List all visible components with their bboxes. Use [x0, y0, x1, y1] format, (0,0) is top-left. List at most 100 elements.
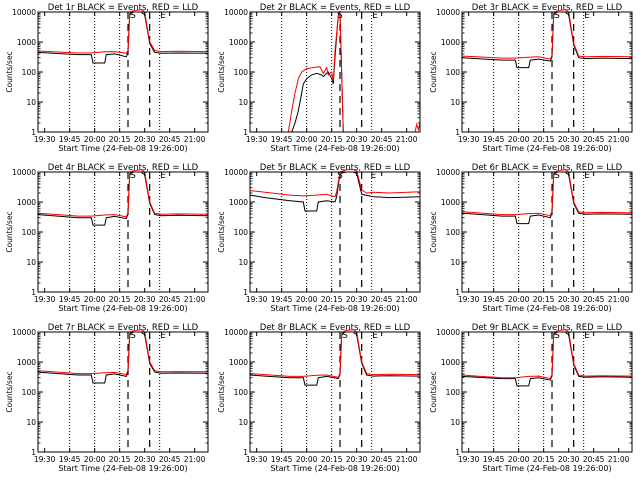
x-axis-label: Start Time (24-Feb-08 19:26:00) [58, 304, 187, 313]
x-tick-label: 20:45 [371, 295, 393, 304]
lld-series-line [462, 169, 632, 217]
plot-frame [461, 171, 633, 293]
y-tick-label: 1000 [229, 358, 248, 367]
lld-series-line [287, 10, 420, 132]
x-tick-label: 20:15 [533, 295, 555, 304]
y-tick-label: 10 [238, 98, 248, 107]
y-tick-label: 1 [455, 288, 460, 297]
x-tick-label: 19:30 [34, 135, 56, 144]
y-tick-label: 1 [31, 128, 36, 137]
x-tick-label: 19:45 [483, 135, 505, 144]
panel-title: Det 8r BLACK = Events, RED = LLD [260, 323, 411, 333]
y-tick-label: 10000 [224, 8, 248, 17]
flare-marker-label: S [130, 11, 136, 21]
y-tick-label: 1 [455, 448, 460, 457]
x-tick-label: 19:45 [59, 135, 81, 144]
flare-marker-label: S [554, 171, 560, 181]
x-tick-label: 20:15 [321, 135, 343, 144]
x-tick-label: 19:30 [246, 455, 268, 464]
x-tick-label: 20:00 [508, 135, 530, 144]
plot-frame [461, 11, 633, 133]
plot-frame [37, 171, 209, 293]
x-tick-label: 20:15 [321, 455, 343, 464]
panel-title: Det 7r BLACK = Events, RED = LLD [48, 323, 199, 333]
y-tick-label: 1000 [17, 358, 36, 367]
x-tick-label: 19:30 [458, 455, 480, 464]
y-axis-label: Counts/sec [217, 51, 226, 92]
events-series-line [38, 11, 208, 64]
y-tick-label: 1 [243, 288, 248, 297]
events-series-line [38, 331, 208, 384]
lld-series-line [250, 329, 420, 378]
x-tick-label: 19:30 [246, 135, 268, 144]
x-tick-label: 20:00 [508, 295, 530, 304]
x-axis-label: Start Time (24-Feb-08 19:26:00) [270, 464, 399, 473]
panel-title: Det 1r BLACK = Events, RED = LLD [48, 3, 199, 13]
plot-frame [249, 11, 421, 133]
y-tick-label: 1000 [17, 38, 36, 47]
y-axis-label: Counts/sec [5, 51, 14, 92]
y-tick-label: 10 [26, 258, 36, 267]
x-tick-label: 19:30 [246, 295, 268, 304]
x-tick-label: 20:30 [558, 135, 580, 144]
x-tick-label: 20:15 [109, 135, 131, 144]
x-tick-label: 19:45 [59, 455, 81, 464]
events-series-line [462, 171, 632, 225]
y-tick-label: 1 [243, 448, 248, 457]
x-tick-label: 21:00 [184, 455, 206, 464]
plot-frame [249, 171, 421, 293]
flare-marker-label: E [584, 171, 590, 181]
x-tick-label: 21:00 [608, 135, 630, 144]
x-tick-label: 19:45 [483, 455, 505, 464]
x-tick-label: 19:45 [59, 295, 81, 304]
plot-frame [37, 331, 209, 453]
plot-frame [461, 331, 633, 453]
events-series-line [291, 10, 344, 132]
y-tick-label: 100 [446, 228, 461, 237]
x-tick-label: 20:15 [533, 455, 555, 464]
y-tick-label: 10000 [12, 328, 36, 337]
y-axis-label: Counts/sec [217, 371, 226, 412]
flare-marker-label: E [160, 171, 166, 181]
panel-title: Det 5r BLACK = Events, RED = LLD [260, 163, 411, 173]
x-tick-label: 19:30 [34, 455, 56, 464]
x-axis-label: Start Time (24-Feb-08 19:26:00) [482, 144, 611, 153]
lld-series-line [38, 9, 208, 54]
y-tick-label: 10 [450, 258, 460, 267]
y-tick-label: 10 [26, 98, 36, 107]
flare-marker-label: S [554, 331, 560, 341]
y-tick-label: 100 [446, 68, 461, 77]
y-axis-label: Counts/sec [5, 371, 14, 412]
y-tick-label: 100 [22, 68, 37, 77]
x-tick-label: 20:15 [109, 455, 131, 464]
x-tick-label: 21:00 [396, 455, 418, 464]
y-tick-label: 100 [234, 68, 249, 77]
panel-title: Det 3r BLACK = Events, RED = LLD [472, 3, 623, 13]
x-axis-label: Start Time (24-Feb-08 19:26:00) [270, 304, 399, 313]
flare-marker-label: E [370, 171, 376, 181]
y-tick-label: 1 [31, 288, 36, 297]
x-tick-label: 20:45 [159, 135, 181, 144]
events-series-line [250, 171, 420, 212]
y-tick-label: 10000 [12, 8, 36, 17]
panel-title: Det 4r BLACK = Events, RED = LLD [48, 163, 199, 173]
x-tick-label: 19:45 [483, 295, 505, 304]
y-axis-label: Counts/sec [5, 211, 14, 252]
y-tick-label: 10000 [436, 328, 460, 337]
x-axis-label: Start Time (24-Feb-08 19:26:00) [58, 464, 187, 473]
x-tick-label: 20:30 [346, 135, 368, 144]
x-tick-label: 20:45 [583, 135, 605, 144]
y-tick-label: 1000 [441, 198, 460, 207]
y-tick-label: 100 [22, 228, 37, 237]
x-tick-label: 20:30 [134, 295, 156, 304]
flare-marker-label: E [584, 331, 590, 341]
y-tick-label: 10 [26, 418, 36, 427]
y-tick-label: 1 [455, 128, 460, 137]
flare-marker-label: S [337, 171, 343, 181]
